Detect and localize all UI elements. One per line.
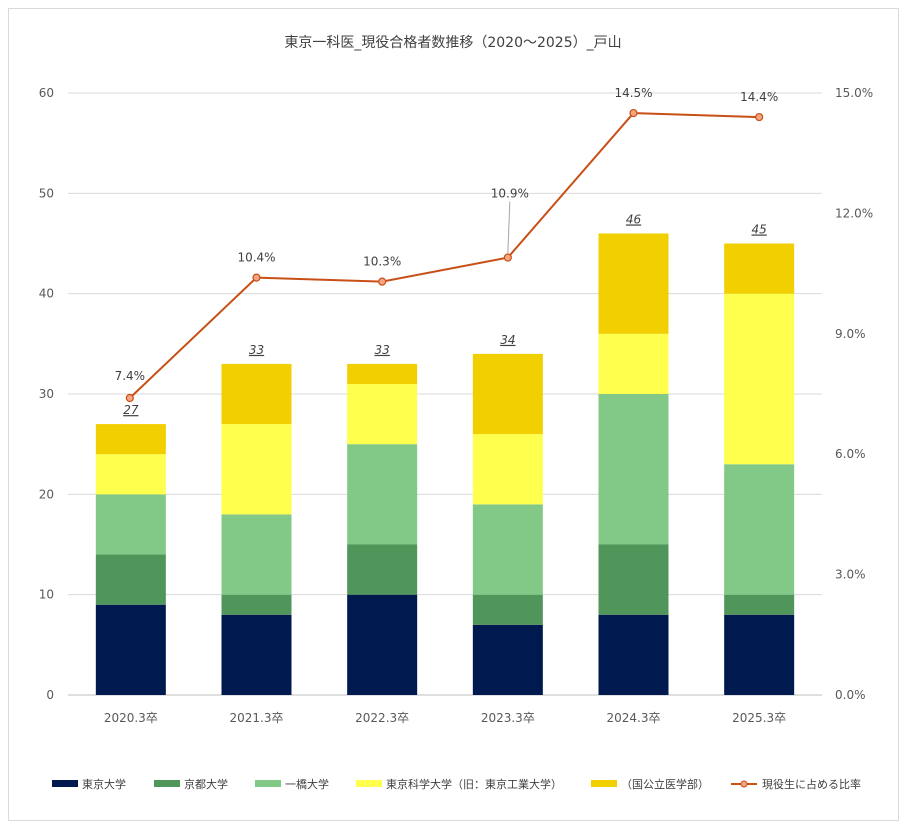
- bar-segment: [221, 363, 292, 425]
- bar-segment: [472, 594, 543, 625]
- x-tick-label: 2022.3卒: [355, 711, 409, 725]
- bar-segment: [598, 544, 669, 615]
- bar-segment: [221, 594, 292, 615]
- bar-segment: [221, 424, 292, 515]
- legend-line-marker: [740, 780, 748, 788]
- bar-segment: [347, 383, 418, 445]
- ratio-point: [755, 112, 764, 122]
- ratio-label: 14.5%: [614, 86, 652, 100]
- ratio-point: [378, 277, 387, 286]
- ratio-label: 10.9%: [491, 187, 529, 201]
- bar-segment: [724, 464, 795, 595]
- y-axis-right: 0.0% 3.0% 6.0% 9.0% 12.0% 15.0%: [835, 86, 873, 702]
- stacked-bars: [95, 233, 795, 695]
- y-left-tick-label: 40: [39, 287, 54, 301]
- bar-segment: [95, 554, 166, 605]
- ratio-point: [629, 108, 638, 118]
- bar-segment: [598, 233, 669, 334]
- legend-swatch: [356, 780, 382, 787]
- y-right-tick-label: 15.0%: [835, 86, 873, 100]
- ratio-label: 7.4%: [115, 369, 146, 383]
- ratio-label: 10.3%: [363, 255, 401, 269]
- y-left-tick-label: 50: [39, 186, 54, 200]
- legend-label: （国公立医学部）: [621, 777, 709, 791]
- bar-segment: [472, 504, 543, 595]
- bar-segment: [221, 614, 292, 695]
- chart-title: 東京一科医_現役合格者数推移（2020～2025）_戸山: [284, 35, 621, 51]
- gridlines: [68, 92, 822, 696]
- ratio-label: 10.4%: [237, 251, 275, 265]
- ratio-point: [503, 253, 512, 262]
- ratio-point: [125, 393, 134, 403]
- bar-total-label: 34: [500, 333, 515, 347]
- x-axis: 2020.3卒 2021.3卒 2022.3卒 2023.3卒 2024.3卒 2025.…: [104, 711, 786, 725]
- legend-swatch: [154, 780, 180, 787]
- bar-segment: [472, 624, 543, 695]
- ratio-line-path: [129, 112, 760, 399]
- bar-total-labels: 27 33 33 34 46 45: [123, 212, 767, 417]
- x-tick-label: 2023.3卒: [481, 711, 535, 725]
- y-right-tick-label: 3.0%: [835, 568, 866, 582]
- legend-label: 現役生に占める比率: [762, 777, 861, 791]
- bar-segment: [598, 333, 669, 394]
- bar-total-label: 45: [752, 223, 767, 237]
- y-right-tick-label: 12.0%: [835, 206, 873, 220]
- y-left-tick-label: 20: [39, 487, 54, 501]
- bar-segment: [95, 454, 166, 495]
- bar-segment: [598, 614, 669, 695]
- bar-segment: [95, 494, 166, 555]
- y-right-tick-label: 0.0%: [835, 688, 866, 702]
- bar-total-label: 46: [626, 212, 642, 226]
- y-right-tick-label: 6.0%: [835, 447, 866, 461]
- legend-swatch: [255, 780, 281, 787]
- legend-label: 一橋大学: [285, 777, 329, 791]
- y-left-tick-label: 60: [39, 86, 54, 100]
- bar-segment: [598, 394, 669, 545]
- y-left-tick-label: 30: [39, 387, 54, 401]
- bar-segment: [724, 614, 795, 695]
- bar-segment: [724, 293, 795, 465]
- ratio-label: 14.4%: [740, 90, 778, 104]
- bar-segment: [95, 604, 166, 695]
- y-right-tick-label: 9.0%: [835, 327, 866, 341]
- bar-total-label: 27: [123, 403, 139, 417]
- ratio-line: 7.4% 10.4% 10.3% 10.9% 14.5% 14.4%: [115, 86, 778, 403]
- legend-swatch: [52, 780, 78, 787]
- bar-segment: [724, 243, 795, 294]
- x-tick-label: 2024.3卒: [607, 711, 661, 725]
- bar-total-label: 33: [375, 343, 390, 357]
- bar-segment: [347, 363, 418, 384]
- y-left-tick-label: 0: [46, 688, 54, 702]
- legend-label: 東京大学: [82, 777, 126, 791]
- bar-segment: [347, 594, 418, 695]
- legend-label: 東京科学大学（旧：東京工業大学）: [386, 777, 562, 791]
- legend-label: 京都大学: [184, 777, 228, 791]
- bar-segment: [472, 353, 543, 435]
- bar-segment: [472, 434, 543, 505]
- legend-swatch: [591, 780, 617, 787]
- bar-segment: [347, 444, 418, 545]
- x-tick-label: 2020.3卒: [104, 711, 158, 725]
- y-axis-left: 0 10 20 30 40 50 60: [39, 86, 54, 702]
- bar-segment: [221, 514, 292, 595]
- label-leader-line: [507, 201, 511, 254]
- bar-segment: [95, 424, 166, 455]
- x-tick-label: 2025.3卒: [732, 711, 786, 725]
- y-left-tick-label: 10: [39, 588, 54, 602]
- bar-total-label: 33: [249, 343, 264, 357]
- bar-segment: [347, 544, 418, 595]
- legend: 東京大学 京都大学 一橋大学 東京科学大学（旧：東京工業大学） （国公立医学部） 現役生に…: [52, 777, 861, 791]
- x-tick-label: 2021.3卒: [230, 711, 284, 725]
- bar-segment: [724, 594, 795, 615]
- ratio-point: [252, 273, 261, 282]
